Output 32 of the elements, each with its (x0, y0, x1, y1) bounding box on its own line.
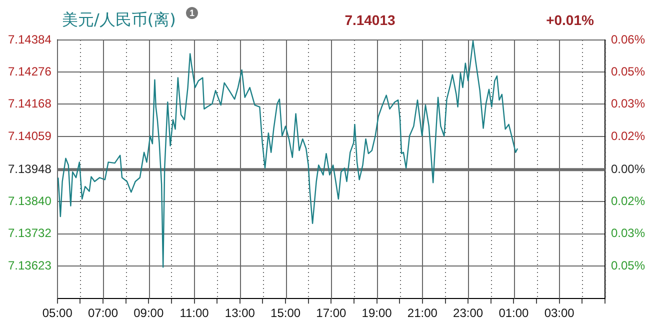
y-tick-label: 7.14059 (8, 128, 52, 143)
y2-tick-label: 0.00% (610, 162, 646, 176)
y-tick-label: 7.14168 (8, 96, 52, 111)
x-tick-label: 19:00 (362, 306, 392, 320)
chart-title: 美元/人民币(离) (62, 10, 176, 31)
y-tick-label: 7.13623 (8, 258, 52, 273)
x-tick-label: 07:00 (88, 306, 118, 320)
x-tick-label: 11:00 (180, 306, 210, 320)
y-tick-label: 7.14384 (8, 32, 52, 46)
y2-tick-label: 0.02% (610, 129, 646, 144)
x-tick-label: 21:00 (407, 306, 438, 320)
y-tick-label: 7.13948 (8, 162, 52, 176)
x-tick-label: 01:00 (498, 306, 530, 320)
y2-tick-label: 0.02% (610, 194, 646, 208)
y2-tick-label: 0.06% (610, 32, 646, 46)
x-tick-label: 23:00 (453, 306, 484, 320)
y-tick-label: 7.13732 (8, 226, 52, 240)
x-tick-label: 09:00 (134, 306, 164, 320)
y-tick-label: 7.14276 (8, 64, 52, 78)
x-tick-label: 13:00 (224, 306, 256, 320)
y2-tick-label: 0.05% (610, 258, 646, 272)
text: +0.01% (545, 12, 595, 28)
x-tick-label: 05:00 (42, 306, 73, 320)
x-tick-label: 17:00 (316, 306, 347, 320)
y2-tick-label: 0.03% (610, 226, 646, 240)
y2-tick-label: 0.03% (610, 96, 646, 111)
x-tick-label: 03:00 (544, 306, 575, 320)
y2-tick-label: 0.05% (610, 64, 646, 79)
y-tick-label: 7.13840 (8, 194, 52, 208)
text: 7.14013 (344, 12, 396, 28)
numbered-badge-icon: 1 (186, 7, 198, 19)
x-tick-label: 15:00 (270, 306, 301, 320)
